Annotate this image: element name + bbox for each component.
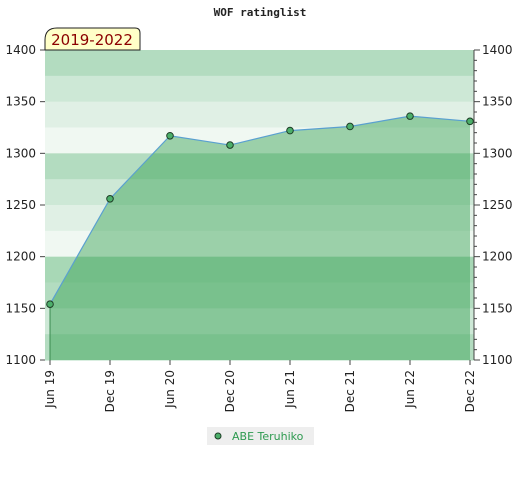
- x-tick-label: Jun 22: [403, 370, 417, 409]
- legend-label: ABE Teruhiko: [232, 430, 304, 443]
- data-point: [466, 117, 474, 126]
- background-band: [45, 205, 474, 232]
- y-tick-label: 1300: [5, 146, 36, 160]
- y-tick-label: 1150: [5, 301, 36, 315]
- x-tick-label: Dec 21: [343, 370, 357, 412]
- line: [49, 115, 471, 305]
- y-tick-label: 1250: [5, 198, 36, 212]
- y2-tick-label: 1400: [482, 43, 513, 57]
- y-tick-label: 1350: [5, 95, 36, 109]
- area: [50, 116, 470, 360]
- background-band: [45, 75, 474, 103]
- x-tick-label: Dec 20: [223, 370, 237, 412]
- chart-title: WOF ratinglist: [214, 6, 307, 19]
- background-band: [45, 282, 474, 309]
- background-band: [45, 334, 474, 361]
- x-tick-label: Jun 20: [163, 370, 177, 409]
- x-tick-label: Jun 19: [43, 370, 57, 409]
- y2-tick-label: 1300: [482, 146, 513, 160]
- x-tick-label: Dec 19: [103, 370, 117, 412]
- data-point: [46, 300, 54, 309]
- data-point: [406, 112, 414, 120]
- badge: 2019-2022: [51, 31, 133, 49]
- y-tick-label: 1100: [5, 353, 36, 367]
- data-point: [166, 131, 174, 140]
- y2-tick-label: 1200: [482, 250, 513, 264]
- y-tick-label: 1400: [5, 43, 36, 57]
- background-band: [45, 230, 474, 258]
- legend-box: [207, 427, 314, 445]
- background-band: [45, 50, 474, 77]
- y2-tick-label: 1100: [482, 353, 513, 367]
- data-point: [106, 195, 114, 203]
- data-point: [226, 141, 234, 149]
- background-band: [45, 153, 474, 180]
- background-band: [45, 127, 474, 154]
- background-band: [45, 308, 474, 335]
- background-band: [45, 101, 474, 128]
- y-tick-label: 1200: [5, 250, 36, 264]
- badge-box: [44, 27, 141, 51]
- data-point: [346, 122, 354, 131]
- legend-marker: [214, 432, 222, 440]
- y2-tick-label: 1150: [482, 301, 513, 315]
- y2-tick-label: 1250: [482, 198, 513, 212]
- x-tick-label: Jun 21: [283, 370, 297, 409]
- background-band: [45, 256, 474, 283]
- data-point: [286, 126, 294, 135]
- y2-tick-label: 1350: [482, 95, 513, 109]
- x-tick-label: Dec 22: [463, 370, 477, 412]
